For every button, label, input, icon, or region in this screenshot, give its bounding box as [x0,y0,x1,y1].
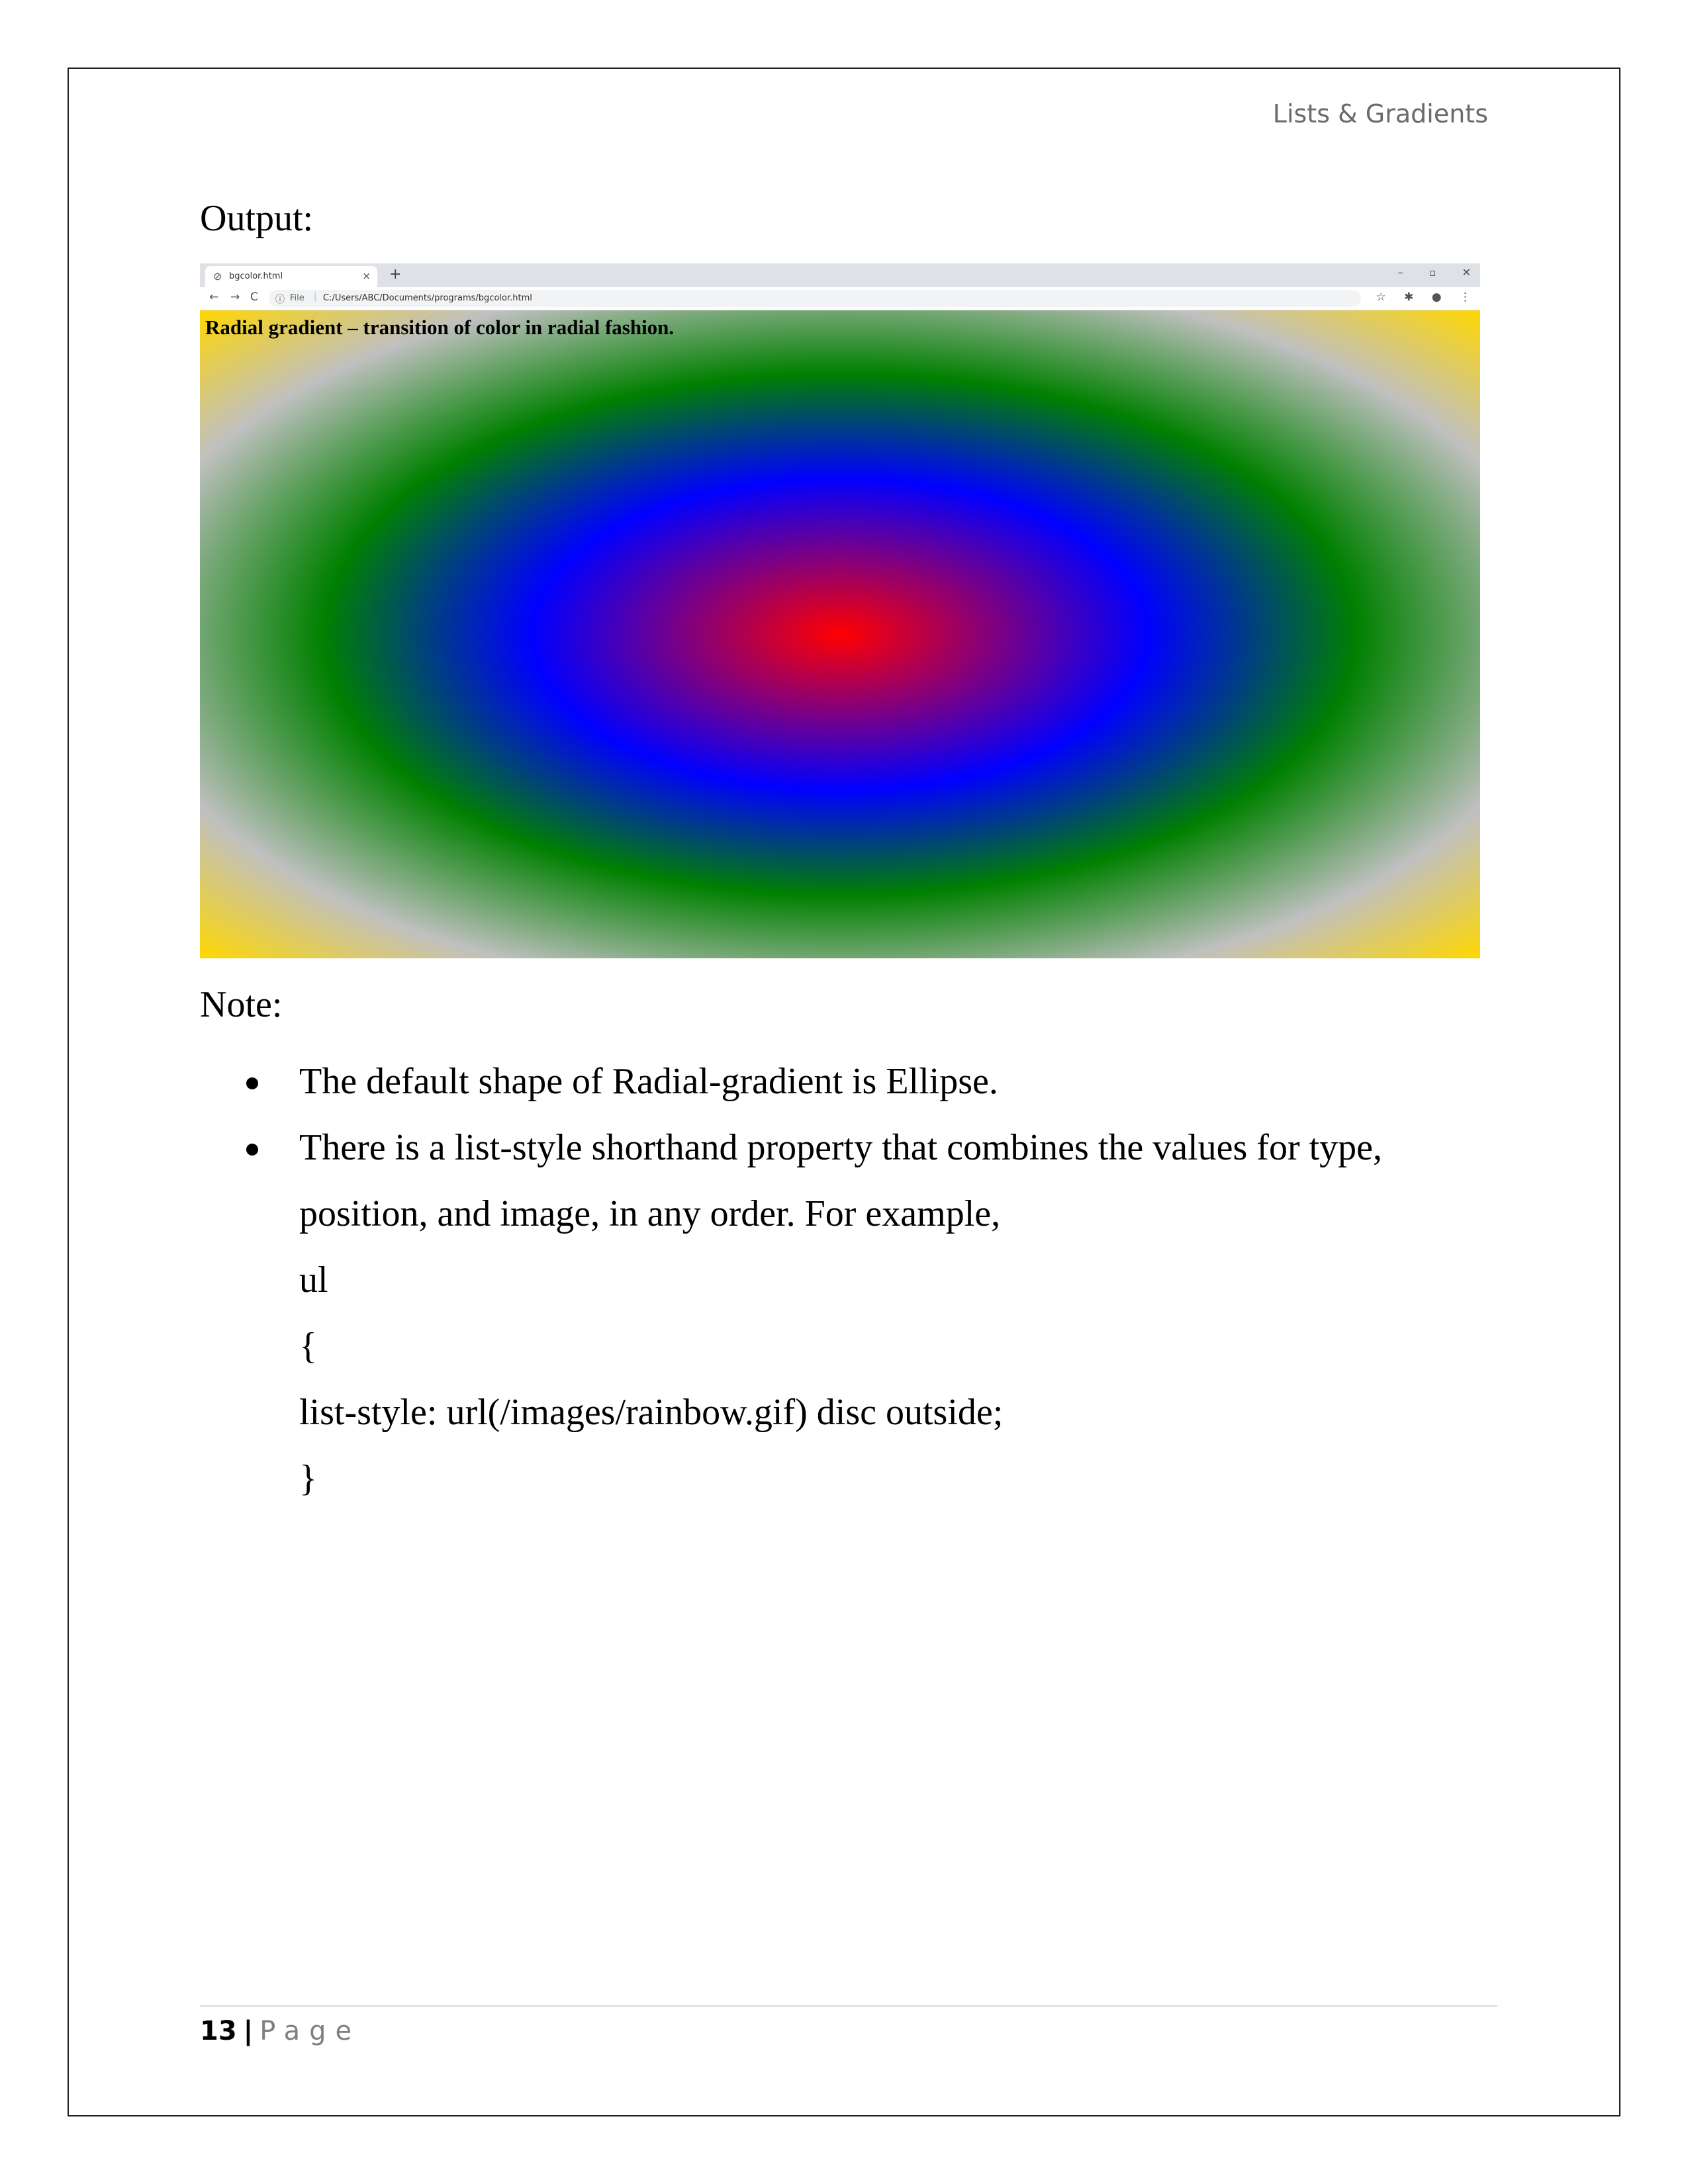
extensions-icon[interactable]: ✱ [1404,291,1414,304]
browser-screenshot: ⊘ bgcolor.html × + – ▫ ✕ ← → C ⓘ File | … [200,263,1480,958]
tab-bar: ⊘ bgcolor.html × + – ▫ ✕ [200,263,1480,287]
separator: | [314,292,317,302]
star-icon[interactable]: ☆ [1376,291,1386,304]
forward-icon[interactable]: → [230,291,240,304]
code-line: list-style: url(/images/rainbow.gif) dis… [299,1392,1004,1433]
profile-icon[interactable]: ● [1431,291,1442,304]
tab-close-icon[interactable]: × [362,270,371,282]
reload-icon[interactable]: C [250,291,258,304]
menu-icon[interactable]: ⋮ [1460,291,1471,304]
footer-separator: | [243,2016,254,2046]
maximize-icon[interactable]: ▫ [1429,266,1436,279]
browser-tab[interactable]: ⊘ bgcolor.html × [205,266,377,287]
gradient-viewport: Radial gradient – transition of color in… [200,310,1480,958]
scheme-label: File [290,293,305,303]
url-text: C:/Users/ABC/Documents/programs/bgcolor.… [323,293,532,303]
tab-title: bgcolor.html [229,271,283,281]
footer-rule [200,2005,1497,2007]
note-line: The default shape of Radial-gradient is … [299,1061,998,1102]
note-label: Note: [200,984,283,1025]
code-line: ul [299,1259,328,1300]
note-line: There is a list-style shorthand property… [299,1127,1383,1168]
running-header: Lists & Gradients [1272,99,1488,128]
output-label: Output: [200,198,314,239]
window-controls: – ▫ ✕ [1376,266,1471,279]
page-border [68,68,1620,2116]
back-icon[interactable]: ← [209,291,219,304]
page-number: 13 [200,2016,237,2046]
minimize-icon[interactable]: – [1397,266,1403,279]
note-list: The default shape of Radial-gradient is … [246,1048,1491,1512]
new-tab-icon[interactable]: + [389,266,402,283]
info-icon[interactable]: ⓘ [275,295,285,305]
list-item: The default shape of Radial-gradient is … [246,1048,1491,1115]
toolbar-icons: ☆ ✱ ● ⋮ [1361,291,1471,304]
bullet-icon [246,1077,258,1089]
page-word: Page [259,2016,361,2046]
url-input[interactable]: ⓘ File | C:/Users/ABC/Documents/programs… [269,290,1361,307]
code-line: { [299,1326,317,1367]
page-heading: Radial gradient – transition of color in… [205,316,675,339]
bullet-icon [246,1144,258,1156]
code-line: } [299,1458,317,1499]
address-bar: ← → C ⓘ File | C:/Users/ABC/Documents/pr… [200,287,1480,310]
close-window-icon[interactable]: ✕ [1462,266,1471,279]
note-line: position, and image, in any order. For e… [299,1193,1001,1234]
globe-icon: ⊘ [213,270,222,283]
page-footer: 13 | Page [200,2016,361,2046]
list-item: There is a list-style shorthand property… [246,1115,1491,1512]
